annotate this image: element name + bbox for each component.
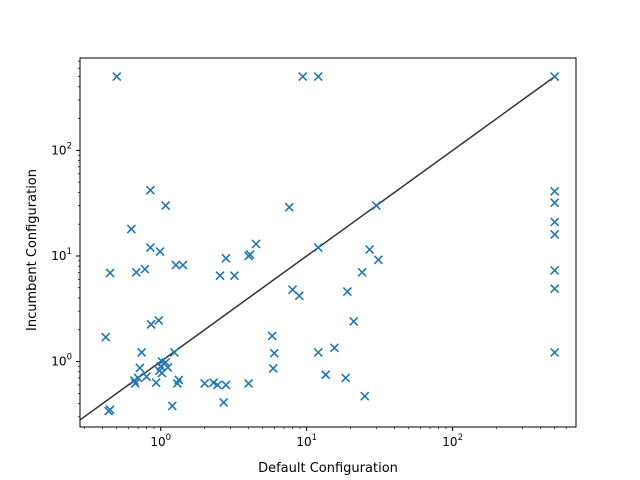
data-point <box>154 315 164 326</box>
data-point <box>146 319 156 329</box>
data-point <box>550 198 560 208</box>
data-point <box>267 331 277 341</box>
data-point <box>371 201 381 211</box>
y-tick-label: 101 <box>51 247 72 263</box>
data-point <box>169 347 179 358</box>
data-point <box>171 260 181 270</box>
data-point <box>155 247 165 257</box>
data-point <box>244 378 254 389</box>
data-point <box>178 260 188 270</box>
data-point <box>294 291 304 301</box>
data-point <box>105 405 115 415</box>
y-tick-label: 100 <box>51 353 72 369</box>
data-point <box>373 255 383 265</box>
data-point <box>200 378 210 389</box>
data-point <box>215 271 225 281</box>
data-point <box>131 267 141 277</box>
data-point <box>341 373 351 383</box>
data-point <box>298 72 308 82</box>
data-point <box>126 224 136 234</box>
data-point <box>268 363 278 374</box>
plot-area <box>79 72 560 421</box>
data-point <box>313 347 323 358</box>
data-point <box>313 243 323 253</box>
data-point <box>360 391 370 401</box>
data-point <box>550 186 560 196</box>
data-point <box>284 202 294 212</box>
data-point <box>167 401 177 411</box>
y-axis-label: Incumbent Configuration <box>25 169 40 331</box>
data-point <box>229 271 240 281</box>
data-point <box>313 72 323 82</box>
data-point <box>251 239 261 249</box>
data-point <box>145 243 155 253</box>
data-point <box>101 332 111 342</box>
data-point <box>130 378 140 389</box>
data-point <box>157 368 167 378</box>
data-point <box>174 375 184 385</box>
x-tick-label: 100 <box>150 433 171 449</box>
data-point <box>349 316 359 326</box>
x-tick-label: 102 <box>442 433 463 449</box>
data-point <box>133 373 143 383</box>
data-point <box>342 287 352 297</box>
data-point <box>221 253 231 263</box>
y-tick-label: 102 <box>51 141 72 157</box>
data-point <box>245 250 255 260</box>
data-point <box>140 264 150 274</box>
data-point <box>112 72 122 82</box>
data-point <box>141 372 152 382</box>
data-point <box>151 378 161 388</box>
data-point <box>321 370 331 380</box>
data-point <box>550 284 560 294</box>
data-point <box>550 347 560 358</box>
data-point <box>365 245 375 255</box>
x-tick-label: 101 <box>296 433 317 449</box>
data-point <box>550 217 560 227</box>
data-point <box>357 267 367 277</box>
data-point <box>550 265 560 275</box>
data-point <box>269 348 279 358</box>
axes: 100 101 102 100 101 102 <box>51 57 577 449</box>
data-point <box>221 380 231 390</box>
data-point <box>135 363 145 373</box>
data-point <box>105 268 115 278</box>
data-point <box>550 72 560 82</box>
data-point <box>161 201 171 211</box>
data-point <box>137 347 147 358</box>
data-point <box>145 185 155 195</box>
data-point <box>161 357 171 368</box>
data-point <box>329 343 340 353</box>
data-point <box>219 397 229 408</box>
data-point <box>212 380 223 390</box>
axes-frame <box>79 57 577 428</box>
data-point <box>550 229 560 239</box>
x-axis-label: Default Configuration <box>258 461 398 476</box>
